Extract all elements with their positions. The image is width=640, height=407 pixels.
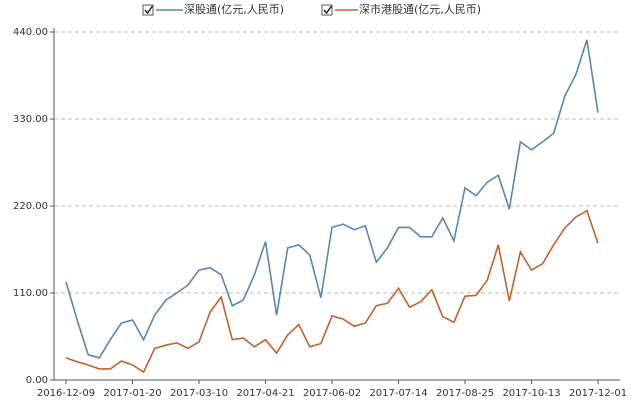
y-tick-label: 220.00 xyxy=(13,201,48,212)
legend-label: 深股通(亿元,人民币) xyxy=(184,3,284,16)
x-tick-label: 2017-01-20 xyxy=(103,388,161,399)
legend: 深股通(亿元,人民币) 深市港股通(亿元,人民币) xyxy=(142,2,481,16)
y-tick-label: 330.00 xyxy=(13,114,48,125)
x-tick-label: 2017-04-21 xyxy=(236,388,294,399)
series-line xyxy=(65,209,599,374)
checkmark xyxy=(323,5,333,15)
legend-checkbox[interactable] xyxy=(142,4,154,16)
x-tick-label: 2016-12-09 xyxy=(37,388,95,399)
y-tick-label: 110.00 xyxy=(13,288,48,299)
series-line xyxy=(65,39,599,359)
y-tick-label: 0.00 xyxy=(26,375,48,386)
x-tick-label: 2017-06-02 xyxy=(303,388,361,399)
y-tick-label: 440.00 xyxy=(13,27,48,38)
x-tick-label: 2017-08-25 xyxy=(436,388,494,399)
x-tick-label: 2017-10-13 xyxy=(502,388,560,399)
x-tick-label: 2017-03-10 xyxy=(170,388,228,399)
checkmark xyxy=(144,5,154,15)
legend-checkbox[interactable] xyxy=(321,4,333,16)
x-tick-label: 2017-07-14 xyxy=(369,388,427,399)
legend-label: 深市港股通(亿元,人民币) xyxy=(359,2,481,16)
x-tick-label: 2017-12-01 xyxy=(569,388,627,399)
